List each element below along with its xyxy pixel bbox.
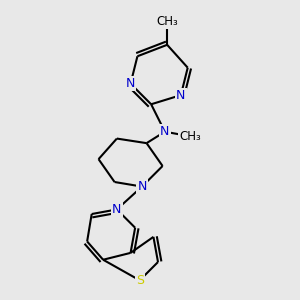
Text: N: N xyxy=(112,203,122,216)
Text: N: N xyxy=(176,88,186,102)
Text: N: N xyxy=(160,125,170,138)
Text: CH₃: CH₃ xyxy=(156,16,178,28)
Text: CH₃: CH₃ xyxy=(179,130,201,143)
Text: N: N xyxy=(137,180,147,193)
Text: N: N xyxy=(126,77,135,90)
Text: S: S xyxy=(136,274,144,287)
